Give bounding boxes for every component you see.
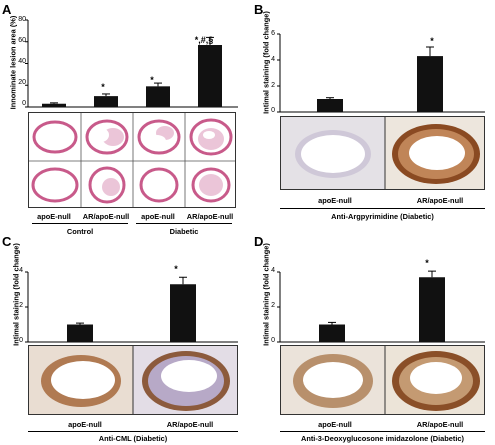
caption-d: Anti-3-Deoxyglucosone imidazolone (Diabe… [300,434,465,443]
y-tick-d-1: 2 [271,302,275,309]
bar-label-a-1: AR/apoE-null [82,212,130,221]
caption-line-c [28,431,238,432]
bar-label-a-0: apoE-null [37,212,71,221]
bar-label-c-0: apoE-null [68,420,102,429]
bar-label-d-1: AR/apoE-null [416,420,464,429]
y-tick-b-3: 6 [271,30,275,37]
bar-label-b-1: AR/apoE-null [416,196,464,205]
bar-a-1 [94,96,118,107]
panel-letter-c: C [2,234,12,249]
sig-star-c-1: * [174,264,178,274]
caption-line-d [280,431,485,432]
bar-chart-a [25,19,238,108]
panel-letter-a: A [2,2,12,17]
group-label-diabetic: Diabetic [169,227,199,236]
y-tick-b-2: 4 [271,56,275,63]
histology-pair-c [28,345,238,415]
sig-star-a-1: * [101,82,105,92]
y-axis-label-c: Intimal staining (fold change) [11,243,21,346]
sig-star-a-3: *,#,§ [194,35,214,45]
y-tick-c-0: 0 [19,337,23,344]
bar-b-0 [317,99,343,112]
y-axis-label-d: Intimal staining (fold change) [261,243,271,346]
y-tick-a-1: 20 [18,79,26,86]
bar-d-1 [419,277,445,342]
panel-letter-b: B [254,2,264,17]
group-line-control [32,223,128,224]
bar-c-0 [67,324,93,342]
y-tick-a-0: 0 [22,100,26,107]
bar-label-a-2: apoE-null [141,212,175,221]
group-label-control: Control [66,227,94,236]
sig-star-a-2: * [150,75,154,85]
bar-label-a-3: AR/apoE-null [186,212,234,221]
bar-a-3 [198,45,222,107]
sig-star-b-1: * [430,36,434,46]
y-tick-c-2: 4 [19,267,23,274]
histology-grid-a [28,112,236,208]
bar-d-0 [319,324,345,342]
caption-line-b [280,208,485,209]
y-tick-b-0: 0 [271,107,275,114]
histology-pair-b [280,116,485,190]
bar-label-d-0: apoE-null [318,420,352,429]
bar-chart-b [277,33,485,113]
y-tick-a-3: 60 [18,37,26,44]
y-tick-c-1: 2 [19,302,23,309]
y-tick-a-2: 40 [18,58,26,65]
group-line-diabetic [136,223,232,224]
sig-star-d-1: * [425,258,429,268]
bar-a-0 [42,103,66,107]
bar-chart-d [277,270,485,343]
y-tick-d-0: 0 [271,337,275,344]
bar-c-1 [170,284,196,342]
bar-label-b-0: apoE-null [318,196,352,205]
bar-b-1 [417,56,443,112]
caption-b: Anti-Argpyrimidine (Diabetic) [331,212,434,221]
panel-letter-d: D [254,234,264,249]
y-tick-d-2: 4 [271,267,275,274]
bar-label-c-1: AR/apoE-null [166,420,214,429]
y-tick-b-1: 2 [271,82,275,89]
bar-a-2 [146,86,170,107]
caption-c: Anti-CML (Diabetic) [98,434,168,443]
bar-chart-c [25,271,238,343]
y-tick-a-4: 80 [18,16,26,23]
histology-pair-d [280,345,485,415]
